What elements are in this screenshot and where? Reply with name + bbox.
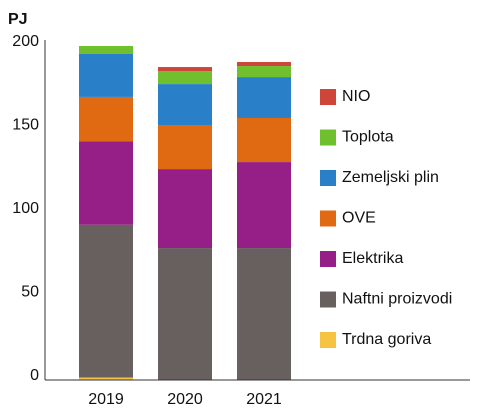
y-tick-label: 0 — [30, 367, 39, 384]
bar-segment — [158, 248, 212, 380]
bar-segment — [237, 248, 291, 380]
legend-swatch — [320, 170, 336, 186]
bar-segment — [158, 169, 212, 249]
x-tick-label: 2021 — [246, 391, 282, 408]
legend-swatch — [320, 251, 336, 267]
bar-segment — [79, 96, 133, 142]
bar-segment — [158, 84, 212, 125]
legend-label: Trdna goriva — [342, 331, 431, 348]
legend-label: Zemeljski plin — [342, 169, 439, 186]
bar-segment — [237, 162, 291, 249]
y-axis-label: PJ — [8, 11, 28, 28]
legend-swatch — [320, 291, 336, 308]
legend-label: Naftni proizvodi — [342, 291, 452, 308]
legend-swatch — [320, 210, 336, 227]
y-tick-label: 50 — [21, 284, 39, 301]
x-tick-label: 2019 — [88, 391, 124, 408]
legend-swatch — [320, 129, 336, 146]
bar-segment — [237, 77, 291, 118]
y-tick-label: 200 — [12, 33, 39, 50]
bar-segment — [79, 141, 133, 225]
bar-segment — [79, 54, 133, 97]
legend-label: OVE — [342, 210, 376, 227]
bar-segment — [158, 124, 212, 170]
bar-segment — [158, 67, 212, 72]
x-tick-label: 2020 — [167, 391, 203, 408]
bar-segment — [79, 224, 133, 378]
y-tick-label: 100 — [12, 200, 39, 217]
bar-segment — [237, 62, 291, 67]
legend-label: NIO — [342, 88, 370, 105]
legend-label: Elektrika — [342, 250, 403, 267]
y-tick-label: 150 — [12, 117, 39, 134]
legend-swatch — [320, 89, 336, 105]
bar-segment — [79, 46, 133, 55]
legend-swatch — [320, 332, 336, 348]
bar-segment — [237, 66, 291, 78]
bar-segment — [237, 117, 291, 163]
bar-segment — [79, 377, 133, 380]
legend-label: Toplota — [342, 129, 394, 146]
bar-segment — [158, 71, 212, 85]
